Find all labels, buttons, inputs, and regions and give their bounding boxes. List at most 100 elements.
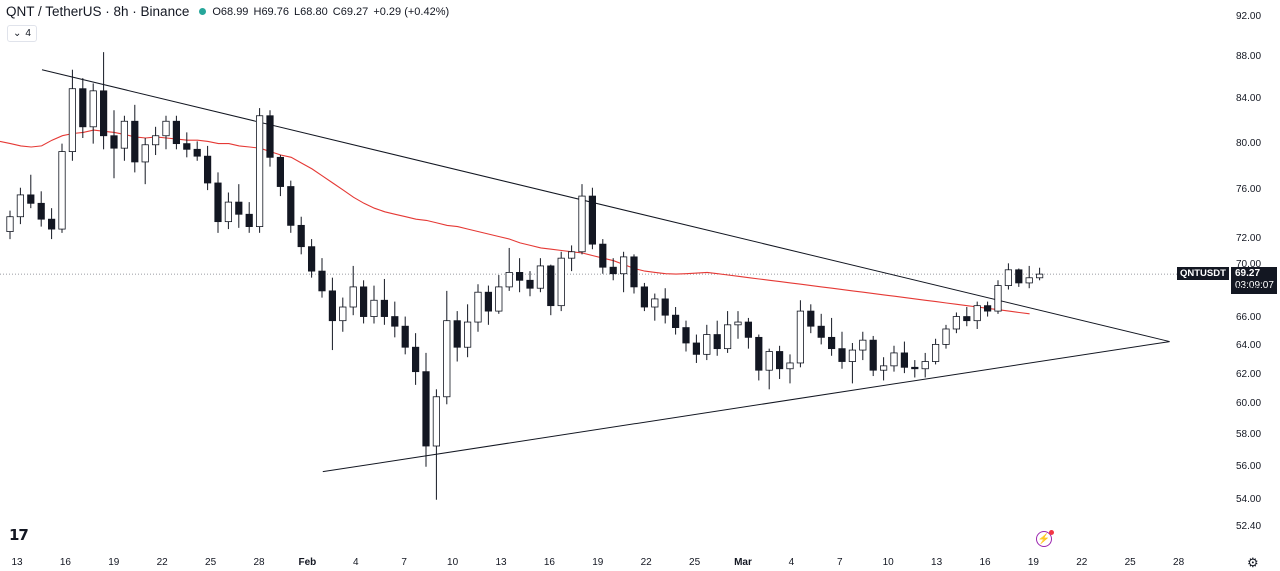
time-tick-label: Mar <box>734 557 752 568</box>
indicators-toggle-button[interactable]: ⌄ 4 <box>7 25 37 42</box>
time-tick-label: 13 <box>931 557 943 568</box>
candle-down <box>214 182 222 223</box>
high-value: H69.76 <box>253 5 289 18</box>
time-tick-label: 16 <box>59 557 71 568</box>
candle-down <box>266 115 274 158</box>
time-tick-label: 19 <box>1027 557 1039 568</box>
time-tick-label: 16 <box>543 557 555 568</box>
candle-down <box>411 346 420 373</box>
time-tick-label: 25 <box>205 557 217 568</box>
candle-down <box>755 336 763 371</box>
candle-up <box>162 120 170 137</box>
candle-up <box>432 396 441 447</box>
candle-down <box>307 246 316 272</box>
candle-up <box>16 194 25 218</box>
close-value: C69.27 <box>332 5 369 18</box>
price-tick-label: 68.00 <box>1236 284 1262 296</box>
candle-down <box>276 156 285 187</box>
candle-down <box>110 135 118 149</box>
candle-down <box>131 120 139 163</box>
candle-down <box>817 325 825 338</box>
time-tick-label: 13 <box>495 557 507 568</box>
candle-down <box>1015 269 1023 284</box>
candle-down <box>526 279 534 289</box>
candle-down <box>391 316 399 327</box>
candle-down <box>203 155 212 184</box>
candle-down <box>838 348 846 362</box>
candle-up <box>224 201 232 223</box>
candle-up <box>848 349 857 362</box>
candle-up <box>578 195 586 253</box>
candle-up <box>620 256 628 275</box>
time-tick-label: 4 <box>353 557 359 568</box>
time-tick-label: 4 <box>788 557 795 568</box>
candle-up <box>973 305 981 322</box>
candle-down <box>235 201 243 215</box>
price-tick-label: 56.00 <box>1236 460 1262 472</box>
candle-down <box>516 272 524 281</box>
candle-down <box>359 286 368 317</box>
low-value: L68.80 <box>294 5 328 18</box>
last-price-badge: 69.27 03:09:07 <box>1231 267 1277 294</box>
candle-down <box>422 371 430 447</box>
time-tick-label: 10 <box>882 557 894 568</box>
candle-up <box>724 324 732 350</box>
open-value: O68.99 <box>212 5 249 18</box>
candle-up <box>859 339 867 351</box>
candle-up <box>349 286 357 308</box>
candle-up <box>120 120 128 149</box>
candle-up <box>495 286 503 312</box>
candle-up <box>339 306 347 322</box>
candle-up <box>443 320 451 398</box>
chart-header: QNT / TetherUS · 8h · Binance O68.99 H69… <box>6 4 451 19</box>
candle-down <box>193 148 201 157</box>
market-status-dot <box>199 8 207 15</box>
time-tick-label: 28 <box>1173 557 1185 568</box>
change-value: +0.29 (+0.42%) <box>373 5 450 18</box>
time-tick-label: 10 <box>447 557 459 568</box>
price-tick-label: 92.00 <box>1236 11 1262 22</box>
symbol-title[interactable]: QNT / TetherUS · 8h · Binance <box>6 4 190 19</box>
candle-up <box>786 362 794 370</box>
candle-down <box>328 290 337 322</box>
time-tick-label: 19 <box>592 557 604 568</box>
candle-up <box>890 352 898 367</box>
candle-up <box>141 144 149 163</box>
candle-down <box>682 327 690 344</box>
gear-icon[interactable]: ⚙ <box>1247 555 1259 570</box>
candle-down <box>37 202 45 220</box>
candle-down <box>318 270 326 292</box>
candle-down <box>713 334 721 350</box>
time-tick-label: 7 <box>837 557 843 568</box>
tradingview-logo-icon[interactable]: 17 <box>9 526 29 544</box>
price-tick-label: 72.00 <box>1236 233 1262 245</box>
candle-down <box>911 366 919 370</box>
candle-down <box>692 342 701 355</box>
candle-down <box>640 286 649 308</box>
lightning-icon[interactable]: ⚡ <box>1036 530 1054 547</box>
moving-average-line <box>0 129 1030 315</box>
price-tick-label: 84.00 <box>1236 93 1262 105</box>
candle-down <box>297 224 305 248</box>
candle-up <box>474 291 482 323</box>
time-tick-label: 19 <box>108 557 120 568</box>
candle-up <box>151 135 160 146</box>
price-tick-label: 62.00 <box>1236 368 1262 380</box>
candle-up <box>651 298 659 308</box>
candle-down <box>661 298 669 316</box>
candle-down <box>172 120 180 145</box>
trendline-ascending-support <box>322 341 1170 473</box>
indicator-count: 4 <box>25 28 31 39</box>
time-tick-label: 25 <box>689 557 701 568</box>
candle-up <box>942 328 950 345</box>
candle-up <box>1025 277 1033 284</box>
candle-down <box>100 90 108 137</box>
last-price-value: 69.27 <box>1235 268 1261 279</box>
candle-up <box>734 321 742 326</box>
candle-up <box>932 343 940 362</box>
price-tick-label: 54.00 <box>1236 493 1262 505</box>
candle-down <box>609 266 617 275</box>
candle-down <box>484 291 493 312</box>
candle-down <box>672 314 680 328</box>
